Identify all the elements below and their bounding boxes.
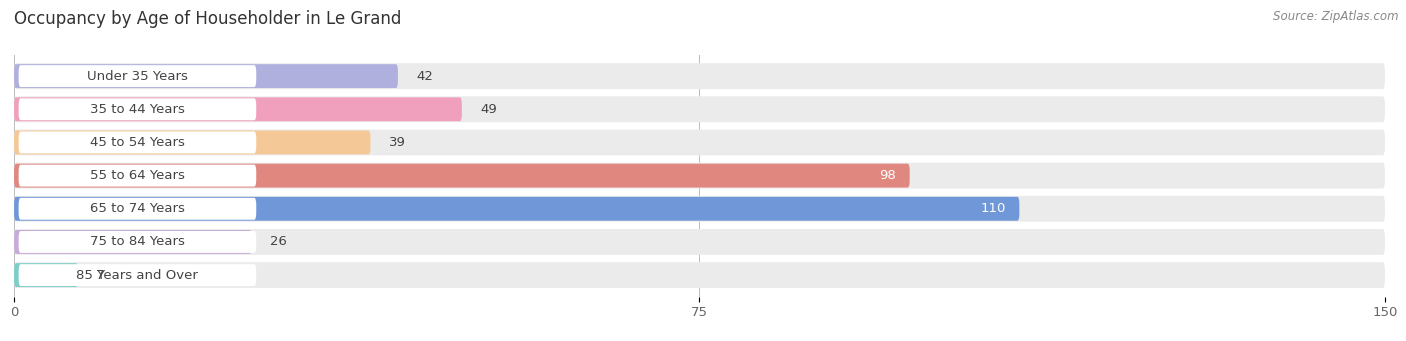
- Text: 49: 49: [481, 103, 496, 116]
- FancyBboxPatch shape: [14, 97, 463, 121]
- FancyBboxPatch shape: [14, 229, 1385, 255]
- FancyBboxPatch shape: [14, 163, 1385, 189]
- FancyBboxPatch shape: [18, 165, 256, 187]
- FancyBboxPatch shape: [14, 63, 1385, 89]
- FancyBboxPatch shape: [14, 97, 1385, 122]
- FancyBboxPatch shape: [14, 130, 1385, 155]
- FancyBboxPatch shape: [14, 196, 1385, 222]
- FancyBboxPatch shape: [14, 164, 910, 188]
- FancyBboxPatch shape: [18, 198, 256, 220]
- Text: 35 to 44 Years: 35 to 44 Years: [90, 103, 184, 116]
- Text: 55 to 64 Years: 55 to 64 Years: [90, 169, 184, 182]
- Text: 42: 42: [416, 70, 433, 83]
- Text: 110: 110: [980, 202, 1005, 215]
- FancyBboxPatch shape: [14, 230, 252, 254]
- FancyBboxPatch shape: [18, 98, 256, 120]
- Text: 45 to 54 Years: 45 to 54 Years: [90, 136, 184, 149]
- Text: 85 Years and Over: 85 Years and Over: [76, 269, 198, 282]
- Text: 39: 39: [389, 136, 406, 149]
- Text: Occupancy by Age of Householder in Le Grand: Occupancy by Age of Householder in Le Gr…: [14, 10, 402, 28]
- FancyBboxPatch shape: [18, 231, 256, 253]
- FancyBboxPatch shape: [18, 132, 256, 153]
- FancyBboxPatch shape: [18, 264, 256, 286]
- Text: 75 to 84 Years: 75 to 84 Years: [90, 235, 184, 249]
- FancyBboxPatch shape: [14, 263, 79, 287]
- Text: 7: 7: [96, 269, 105, 282]
- FancyBboxPatch shape: [14, 131, 371, 154]
- FancyBboxPatch shape: [14, 262, 1385, 288]
- Text: 98: 98: [879, 169, 896, 182]
- Text: Source: ZipAtlas.com: Source: ZipAtlas.com: [1274, 10, 1399, 23]
- FancyBboxPatch shape: [14, 64, 398, 88]
- Text: 26: 26: [270, 235, 287, 249]
- Text: 65 to 74 Years: 65 to 74 Years: [90, 202, 184, 215]
- FancyBboxPatch shape: [14, 197, 1019, 221]
- FancyBboxPatch shape: [18, 65, 256, 87]
- Text: Under 35 Years: Under 35 Years: [87, 70, 188, 83]
